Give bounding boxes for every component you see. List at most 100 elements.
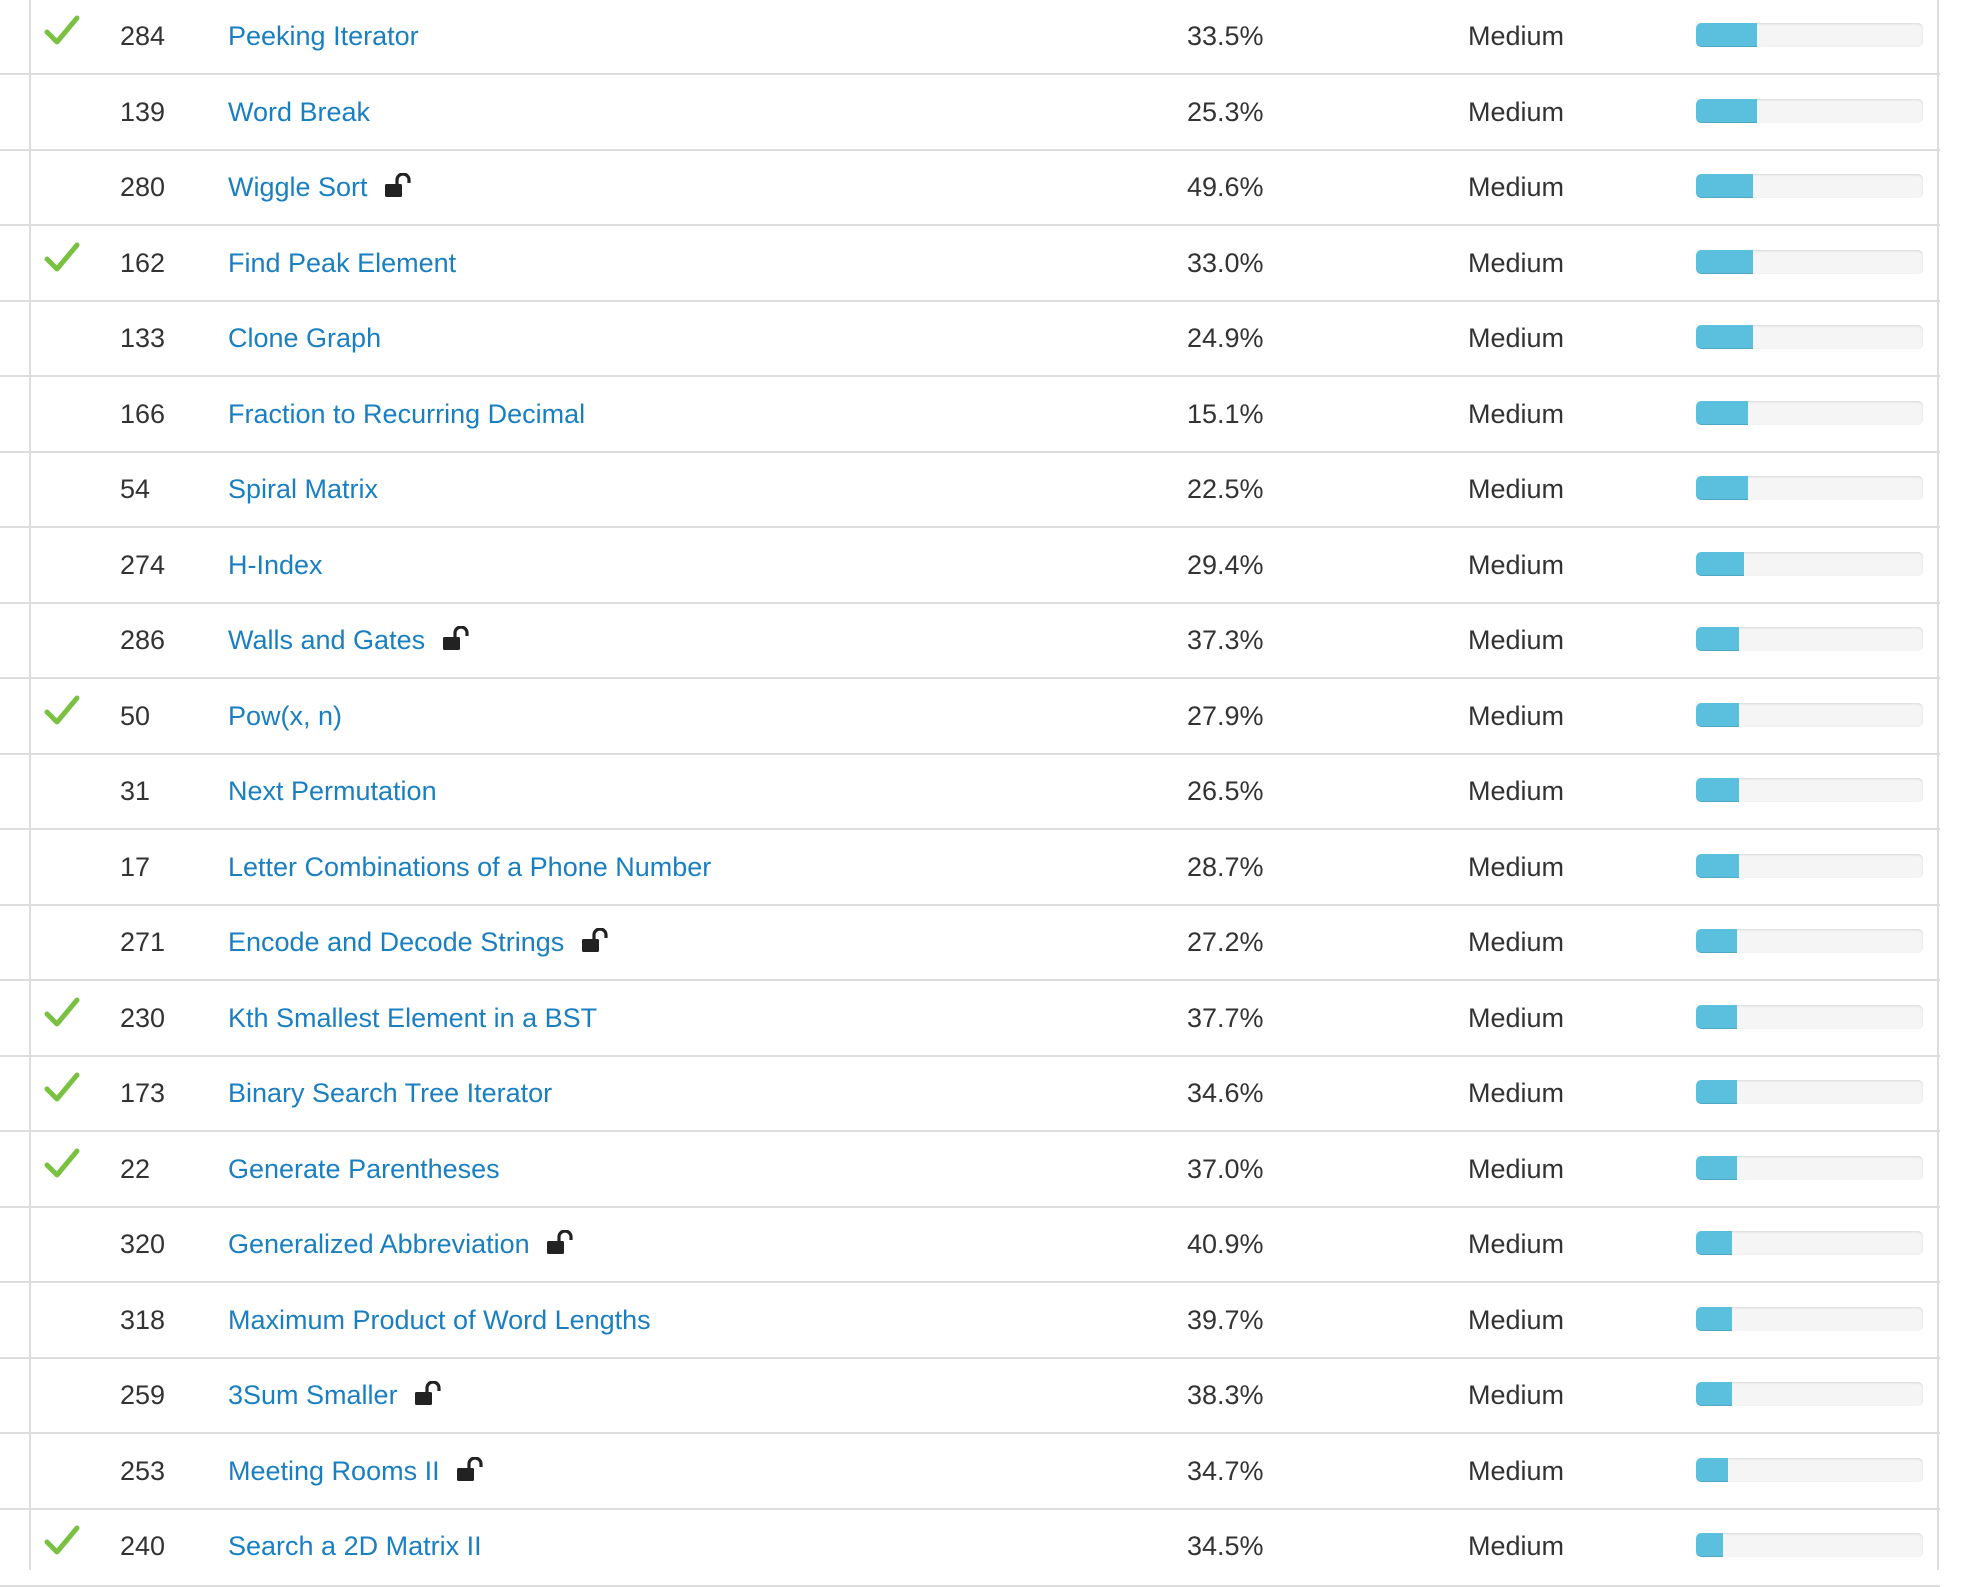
acceptance-rate: 40.9% xyxy=(1187,1229,1264,1259)
problem-title-link[interactable]: Next Permutation xyxy=(228,776,437,806)
difficulty-label: Medium xyxy=(1468,1078,1565,1108)
frequency-bar xyxy=(1696,854,1923,878)
problem-number: 173 xyxy=(120,1078,166,1108)
checkmark-icon xyxy=(44,1072,80,1102)
problem-title-link[interactable]: Walls and Gates xyxy=(228,625,426,655)
acceptance-rate: 27.2% xyxy=(1187,927,1264,957)
unlock-icon xyxy=(385,173,411,197)
acceptance-rate: 37.3% xyxy=(1187,625,1264,655)
unlock-icon xyxy=(547,1230,573,1254)
problem-title-cell: Walls and Gates xyxy=(228,604,471,677)
frequency-bar xyxy=(1696,23,1923,47)
problem-title-cell: Maximum Product of Word Lengths xyxy=(228,1284,651,1357)
problem-number: 271 xyxy=(120,927,166,957)
frequency-bar xyxy=(1696,325,1923,349)
problem-title-cell: H-Index xyxy=(228,529,323,602)
acceptance-rate: 49.6% xyxy=(1187,172,1264,202)
checkmark-icon xyxy=(44,1525,80,1555)
problem-title-cell: Find Peak Element xyxy=(228,227,456,300)
frequency-bar-fill xyxy=(1696,250,1753,274)
unlock-icon xyxy=(415,1381,441,1405)
table-row: 259 3Sum Smaller 38.3% Medium xyxy=(0,1359,1940,1434)
frequency-bar xyxy=(1696,929,1923,953)
difficulty-label: Medium xyxy=(1468,550,1565,580)
problem-title-link[interactable]: Letter Combinations of a Phone Number xyxy=(228,852,712,882)
frequency-bar xyxy=(1696,250,1923,274)
problem-number: 133 xyxy=(120,323,166,353)
checkmark-icon xyxy=(44,242,80,272)
difficulty-label: Medium xyxy=(1468,474,1565,504)
problem-title-link[interactable]: Encode and Decode Strings xyxy=(228,927,565,957)
difficulty-label: Medium xyxy=(1468,1154,1565,1184)
problem-title-link[interactable]: Binary Search Tree Iterator xyxy=(228,1078,553,1108)
problem-title-link[interactable]: Search a 2D Matrix II xyxy=(228,1531,482,1561)
problem-title-link[interactable]: Pow(x, n) xyxy=(228,701,343,731)
problem-title-cell: Generate Parentheses xyxy=(228,1133,500,1206)
acceptance-rate: 34.6% xyxy=(1187,1078,1264,1108)
problem-number: 230 xyxy=(120,1003,166,1033)
frequency-bar-fill xyxy=(1696,1231,1733,1255)
problem-title-link[interactable]: Maximum Product of Word Lengths xyxy=(228,1305,651,1335)
frequency-bar-fill xyxy=(1696,1458,1728,1482)
problem-title-link[interactable]: H-Index xyxy=(228,550,323,580)
difficulty-label: Medium xyxy=(1468,1003,1565,1033)
table-row: 320 Generalized Abbreviation 40.9% Mediu… xyxy=(0,1208,1940,1283)
problem-title-link[interactable]: Generate Parentheses xyxy=(228,1154,500,1184)
problem-title-link[interactable]: Generalized Abbreviation xyxy=(228,1229,530,1259)
difficulty-label: Medium xyxy=(1468,852,1565,882)
checkmark-icon xyxy=(44,15,80,45)
acceptance-rate: 33.5% xyxy=(1187,21,1264,51)
problem-title-link[interactable]: Clone Graph xyxy=(228,323,382,353)
problem-number: 50 xyxy=(120,701,151,731)
problem-title-cell: Pow(x, n) xyxy=(228,680,342,753)
frequency-bar-fill xyxy=(1696,778,1740,802)
acceptance-rate: 34.7% xyxy=(1187,1456,1264,1486)
problem-title-link[interactable]: Find Peak Element xyxy=(228,248,457,278)
difficulty-label: Medium xyxy=(1468,97,1565,127)
problem-title-cell: Encode and Decode Strings xyxy=(228,906,610,979)
difficulty-label: Medium xyxy=(1468,1380,1565,1410)
problem-title-link[interactable]: Word Break xyxy=(228,97,371,127)
frequency-bar-fill xyxy=(1696,929,1737,953)
table-row: 133 Clone Graph 24.9% Medium xyxy=(0,302,1940,377)
table-row: 17 Letter Combinations of a Phone Number… xyxy=(0,831,1940,906)
table-border-right xyxy=(1937,0,1939,1570)
difficulty-label: Medium xyxy=(1468,323,1565,353)
problem-title-link[interactable]: Spiral Matrix xyxy=(228,474,379,504)
frequency-bar-fill xyxy=(1696,854,1740,878)
problem-number: 259 xyxy=(120,1380,166,1410)
problem-title-cell: Kth Smallest Element in a BST xyxy=(228,982,597,1055)
problem-number: 284 xyxy=(120,21,166,51)
problem-title-link[interactable]: Wiggle Sort xyxy=(228,172,368,202)
acceptance-rate: 24.9% xyxy=(1187,323,1264,353)
table-row: 31 Next Permutation 26.5% Medium xyxy=(0,755,1940,830)
frequency-bar-fill xyxy=(1696,99,1758,123)
problem-number: 286 xyxy=(120,625,166,655)
frequency-bar xyxy=(1696,1382,1923,1406)
frequency-bar xyxy=(1696,1005,1923,1029)
problem-title-link[interactable]: Fraction to Recurring Decimal xyxy=(228,399,586,429)
checkmark-icon xyxy=(44,695,80,725)
problem-number: 166 xyxy=(120,399,166,429)
acceptance-rate: 38.3% xyxy=(1187,1380,1264,1410)
problem-title-link[interactable]: Meeting Rooms II xyxy=(228,1456,440,1486)
acceptance-rate: 39.7% xyxy=(1187,1305,1264,1335)
problem-number: 162 xyxy=(120,248,166,278)
problem-title-link[interactable]: 3Sum Smaller xyxy=(228,1380,398,1410)
problem-number: 17 xyxy=(120,852,151,882)
acceptance-rate: 37.7% xyxy=(1187,1003,1264,1033)
frequency-bar xyxy=(1696,401,1923,425)
problem-number: 320 xyxy=(120,1229,166,1259)
frequency-bar xyxy=(1696,1307,1923,1331)
frequency-bar-fill xyxy=(1696,476,1749,500)
problem-number: 274 xyxy=(120,550,166,580)
frequency-bar xyxy=(1696,627,1923,651)
checkmark-icon xyxy=(44,1148,80,1178)
problem-title-cell: Wiggle Sort xyxy=(228,151,413,224)
problem-title-link[interactable]: Peeking Iterator xyxy=(228,21,419,51)
acceptance-rate: 33.0% xyxy=(1187,248,1264,278)
problem-title-cell: Binary Search Tree Iterator xyxy=(228,1057,552,1130)
difficulty-label: Medium xyxy=(1468,1229,1565,1259)
problem-title-link[interactable]: Kth Smallest Element in a BST xyxy=(228,1003,598,1033)
table-row: 280 Wiggle Sort 49.6% Medium xyxy=(0,151,1940,226)
